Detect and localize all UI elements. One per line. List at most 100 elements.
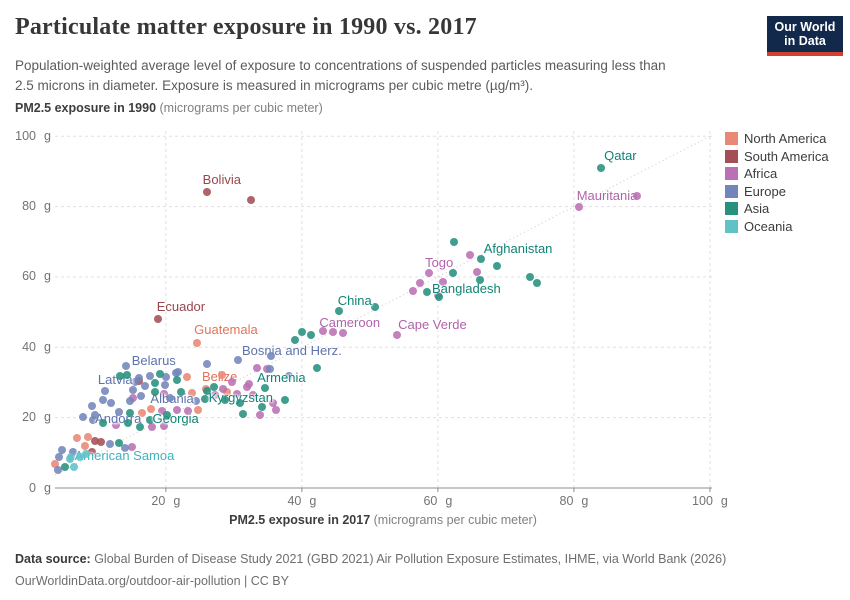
country-label[interactable]: Ecuador — [156, 299, 206, 315]
af-data-point[interactable] — [210, 391, 219, 400]
as-data-point[interactable] — [493, 262, 502, 271]
af-data-point[interactable] — [465, 251, 474, 260]
af-data-point[interactable] — [148, 423, 157, 432]
url-line[interactable]: OurWorldinData.org/outdoor-air-pollution… — [15, 574, 289, 588]
eu-data-point[interactable] — [161, 373, 170, 382]
na-data-point[interactable] — [146, 405, 155, 414]
na-data-point[interactable] — [138, 409, 147, 418]
country-label[interactable]: Bolivia — [202, 172, 241, 188]
af-data-point[interactable] — [218, 385, 227, 394]
af-data-point[interactable] — [272, 405, 281, 414]
ecuador-data-point[interactable] — [153, 315, 162, 324]
eu-data-point[interactable] — [121, 443, 130, 452]
as-data-point[interactable] — [291, 336, 300, 345]
country-label[interactable]: Georgia — [152, 411, 199, 427]
as-data-point[interactable] — [434, 293, 443, 301]
legend-item-sa[interactable]: South America — [725, 148, 829, 166]
country-label[interactable]: Belarus — [131, 352, 176, 368]
as-data-point[interactable] — [257, 403, 266, 412]
country-label[interactable]: Guatemala — [194, 322, 258, 338]
legend-item-eu[interactable]: Europe — [725, 183, 829, 201]
georgia-data-point[interactable] — [145, 416, 154, 425]
af-data-point[interactable] — [255, 411, 264, 420]
na-data-point[interactable] — [51, 460, 59, 469]
bosnia-and-herz--data-point[interactable] — [233, 355, 242, 364]
kyrgyzstan-data-point[interactable] — [200, 395, 209, 403]
as-data-point[interactable] — [238, 410, 247, 419]
eu-data-point[interactable] — [100, 386, 109, 395]
af-data-point[interactable] — [127, 443, 136, 452]
eu-data-point[interactable] — [129, 386, 138, 395]
af-data-point[interactable] — [232, 390, 241, 399]
cape-verde-data-point[interactable] — [393, 331, 402, 339]
na-data-point[interactable] — [80, 442, 89, 451]
eu-data-point[interactable] — [265, 365, 274, 374]
sa-data-point[interactable] — [246, 196, 255, 205]
eu-data-point[interactable] — [53, 466, 62, 475]
as-data-point[interactable] — [210, 383, 219, 392]
cameroon-data-point[interactable] — [339, 328, 348, 337]
na-data-point[interactable] — [84, 433, 93, 441]
as-data-point[interactable] — [334, 307, 343, 316]
country-label[interactable]: American Samoa — [74, 448, 175, 464]
af-data-point[interactable] — [438, 278, 447, 287]
as-data-point[interactable] — [123, 418, 132, 427]
as-data-point[interactable] — [312, 364, 321, 373]
country-label[interactable]: Bangladesh — [432, 281, 501, 297]
na-data-point[interactable] — [72, 434, 81, 443]
guatemala-data-point[interactable] — [193, 339, 202, 348]
eu-data-point[interactable] — [88, 402, 97, 411]
eu-data-point[interactable] — [145, 372, 154, 381]
eu-data-point[interactable] — [99, 396, 108, 405]
as-data-point[interactable] — [307, 330, 316, 339]
bolivia-data-point[interactable] — [202, 188, 211, 197]
eu-data-point[interactable] — [78, 412, 87, 421]
as-data-point[interactable] — [221, 396, 230, 405]
as-data-point[interactable] — [532, 279, 541, 288]
afghanistan-data-point[interactable] — [476, 255, 485, 264]
as-data-point[interactable] — [123, 371, 132, 380]
oc-data-point[interactable] — [65, 455, 74, 464]
af-data-point[interactable] — [633, 192, 642, 201]
af-data-point[interactable] — [248, 391, 257, 400]
af-data-point[interactable] — [157, 406, 166, 415]
togo-data-point[interactable] — [425, 269, 434, 278]
sa-data-point[interactable] — [97, 437, 106, 446]
andorra-data-point[interactable] — [89, 416, 98, 425]
na-data-point[interactable] — [223, 387, 232, 396]
qatar-data-point[interactable] — [597, 163, 606, 172]
af-data-point[interactable] — [227, 378, 236, 387]
latvia-data-point[interactable] — [130, 378, 139, 387]
eu-data-point[interactable] — [135, 374, 144, 383]
country-label[interactable]: Armenia — [257, 370, 306, 386]
af-data-point[interactable] — [159, 390, 168, 399]
as-data-point[interactable] — [176, 387, 185, 396]
af-data-point[interactable] — [318, 327, 327, 336]
country-label[interactable]: Cameroon — [319, 314, 381, 330]
af-data-point[interactable] — [408, 287, 417, 296]
na-data-point[interactable] — [217, 371, 226, 380]
af-data-point[interactable] — [472, 268, 481, 277]
na-data-point[interactable] — [193, 405, 202, 414]
sa-data-point[interactable] — [91, 436, 100, 445]
af-data-point[interactable] — [415, 279, 424, 288]
owid-logo[interactable]: Our World in Data — [767, 16, 843, 56]
eu-data-point[interactable] — [202, 360, 211, 369]
as-data-point[interactable] — [235, 399, 244, 408]
sa-data-point[interactable] — [87, 448, 96, 457]
eu-data-point[interactable] — [266, 352, 275, 361]
as-data-point[interactable] — [280, 396, 289, 405]
as-data-point[interactable] — [136, 423, 144, 432]
as-data-point[interactable] — [202, 386, 211, 395]
as-data-point[interactable] — [297, 328, 306, 337]
as-data-point[interactable] — [150, 387, 159, 396]
oc-data-point[interactable] — [76, 453, 85, 462]
af-data-point[interactable] — [329, 328, 338, 337]
legend-item-oc[interactable]: Oceania — [725, 218, 829, 236]
eu-data-point[interactable] — [284, 372, 293, 381]
af-data-point[interactable] — [244, 380, 253, 389]
legend-item-as[interactable]: Asia — [725, 200, 829, 218]
af-data-point[interactable] — [184, 406, 193, 415]
eu-data-point[interactable] — [161, 380, 170, 389]
as-data-point[interactable] — [125, 409, 134, 418]
